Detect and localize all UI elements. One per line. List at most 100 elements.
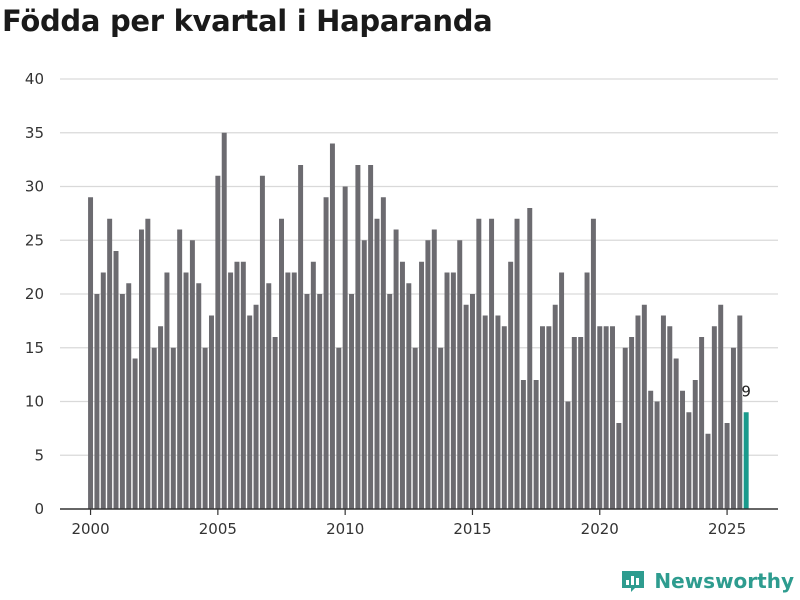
bar xyxy=(138,229,144,509)
bar xyxy=(495,315,501,509)
bar xyxy=(361,240,367,509)
bar xyxy=(457,240,463,509)
y-tick-label-20: 20 xyxy=(25,285,44,303)
bar xyxy=(107,218,113,509)
bar-latest xyxy=(743,412,749,509)
bar xyxy=(355,165,361,509)
bar xyxy=(711,326,717,509)
bar xyxy=(113,251,119,509)
bar xyxy=(368,165,374,509)
bar xyxy=(603,326,609,509)
bar xyxy=(234,261,240,509)
bar xyxy=(336,347,342,509)
bar xyxy=(482,315,488,509)
bar xyxy=(450,272,456,509)
bar xyxy=(126,283,132,509)
bar xyxy=(393,229,399,509)
y-tick-label-0: 0 xyxy=(34,500,44,518)
bar xyxy=(730,347,736,509)
bar xyxy=(546,326,552,509)
bar xyxy=(240,261,246,509)
bar xyxy=(622,347,628,509)
bar xyxy=(209,315,214,509)
y-tick-label-25: 25 xyxy=(25,231,44,249)
bar xyxy=(183,272,189,509)
bar xyxy=(673,358,679,509)
bar xyxy=(692,380,698,509)
bar xyxy=(431,229,437,509)
bar xyxy=(463,304,469,509)
brand-logo: Newsworthy xyxy=(620,568,794,594)
bar xyxy=(533,380,539,509)
bar xyxy=(215,175,221,509)
brand-name: Newsworthy xyxy=(654,569,794,593)
bar xyxy=(705,433,711,509)
bar xyxy=(660,315,666,509)
bar xyxy=(317,294,323,509)
bar xyxy=(629,337,635,509)
bar xyxy=(228,272,234,509)
x-tick-label-2010: 2010 xyxy=(326,520,364,538)
bar xyxy=(298,165,304,509)
bar xyxy=(158,326,164,509)
y-tick-label-15: 15 xyxy=(25,339,44,357)
bar xyxy=(508,261,514,509)
bar xyxy=(247,315,253,509)
bar xyxy=(272,337,278,509)
bar xyxy=(520,380,526,509)
bar xyxy=(202,347,208,509)
bar xyxy=(565,401,571,509)
bar xyxy=(590,218,596,509)
x-tick-label-2005: 2005 xyxy=(199,520,237,538)
bar xyxy=(132,358,138,509)
bar xyxy=(285,272,291,509)
y-tick-label-40: 40 xyxy=(25,70,44,88)
bar xyxy=(444,272,450,509)
x-tick-label-2000: 2000 xyxy=(71,520,109,538)
bar xyxy=(489,218,495,509)
bars xyxy=(88,132,749,509)
bar xyxy=(323,197,329,509)
bar xyxy=(514,218,520,509)
bar xyxy=(648,390,654,509)
bar xyxy=(584,272,590,509)
bar xyxy=(438,347,444,509)
y-tick-label-10: 10 xyxy=(25,393,44,411)
bar xyxy=(189,240,195,509)
newsworthy-logo-icon xyxy=(622,571,645,592)
bar xyxy=(597,326,603,509)
bar xyxy=(552,304,558,509)
bar xyxy=(635,315,641,509)
bar xyxy=(291,272,297,509)
bar xyxy=(641,304,647,509)
bar xyxy=(119,294,125,509)
chart-title: Födda per kvartal i Haparanda xyxy=(2,4,493,38)
bar xyxy=(718,304,724,509)
bar xyxy=(406,283,412,509)
bar xyxy=(342,186,348,509)
bar xyxy=(170,347,176,509)
bar xyxy=(349,294,355,509)
x-tick-label-2015: 2015 xyxy=(453,520,491,538)
bar xyxy=(501,326,507,509)
bar xyxy=(151,347,157,509)
bar xyxy=(221,132,227,509)
y-tick-label-35: 35 xyxy=(25,124,44,142)
bar xyxy=(100,272,106,509)
x-tick-label-2025: 2025 xyxy=(708,520,746,538)
bar xyxy=(425,240,431,509)
x-axis: 2000 2005 2010 2015 2020 2025 xyxy=(60,508,778,538)
bar xyxy=(469,294,475,509)
bar xyxy=(164,272,170,509)
bar xyxy=(578,337,584,509)
annotations: 9 xyxy=(741,382,751,400)
bar xyxy=(527,208,533,509)
bar xyxy=(571,337,577,509)
bar xyxy=(616,423,622,509)
y-tick-label-5: 5 xyxy=(34,446,44,464)
bar xyxy=(253,304,259,509)
bar xyxy=(196,283,202,509)
bar xyxy=(279,218,284,509)
bar xyxy=(559,272,565,509)
